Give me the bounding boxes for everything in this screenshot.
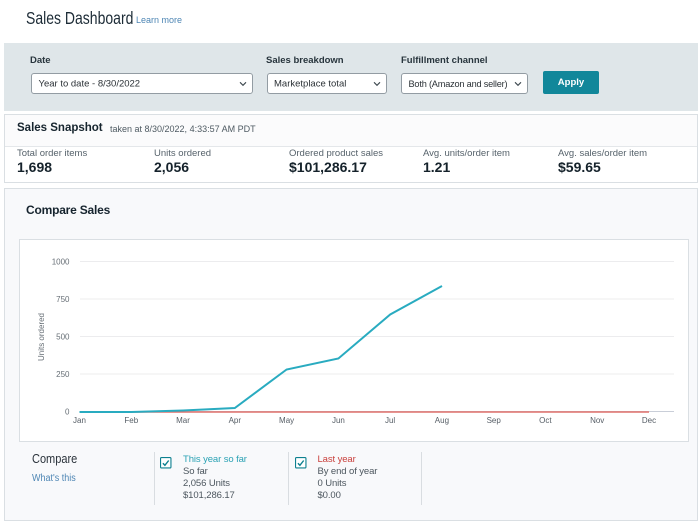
svg-text:May: May xyxy=(279,416,294,425)
svg-text:0: 0 xyxy=(65,408,70,417)
svg-text:Aug: Aug xyxy=(435,416,449,425)
svg-text:Oct: Oct xyxy=(539,416,552,425)
svg-text:Jul: Jul xyxy=(385,416,395,425)
svg-text:Apr: Apr xyxy=(229,416,242,425)
svg-text:Mar: Mar xyxy=(176,416,190,425)
svg-text:Feb: Feb xyxy=(124,416,138,425)
svg-text:750: 750 xyxy=(56,295,70,304)
svg-text:Jun: Jun xyxy=(332,416,345,425)
svg-text:1000: 1000 xyxy=(52,258,70,267)
svg-text:250: 250 xyxy=(56,370,70,379)
svg-text:Jan: Jan xyxy=(73,416,86,425)
svg-text:Dec: Dec xyxy=(642,416,656,425)
svg-text:Units ordered: Units ordered xyxy=(37,313,46,361)
svg-text:500: 500 xyxy=(56,333,70,342)
svg-text:Nov: Nov xyxy=(590,416,604,425)
svg-text:Sep: Sep xyxy=(487,416,502,425)
